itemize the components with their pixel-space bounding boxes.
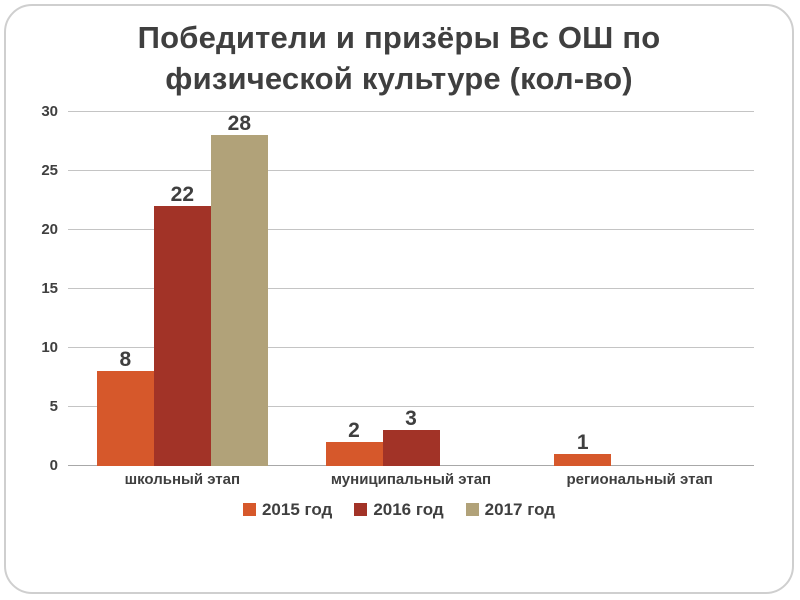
y-tick-label: 15 <box>41 279 58 297</box>
y-tick-label: 25 <box>41 161 58 179</box>
bar-slot: 3 <box>382 112 440 466</box>
legend: 2015 год 2016 год 2017 год <box>6 500 792 520</box>
bar-value-label: 28 <box>227 112 251 136</box>
legend-swatch-icon <box>242 503 256 517</box>
y-tick-label: 20 <box>41 220 58 238</box>
bar-series-2016 <box>153 206 211 466</box>
bar-slot <box>611 112 668 466</box>
legend-label: 2015 год <box>261 499 333 519</box>
x-axis-labels: школьный этап муниципальный этап региональ… <box>68 471 754 488</box>
chart-title-line-2: физической культуре (кол-во) <box>165 60 633 96</box>
bar-value-label: 22 <box>170 183 194 207</box>
chart-title: Победители и призёры Вс ОШ по физической… <box>6 6 792 100</box>
bar-value-label: 1 <box>576 431 589 455</box>
legend-item: 2017 год <box>465 499 556 520</box>
bar-series-2017 <box>210 135 268 466</box>
legend-item: 2016 год <box>354 499 444 520</box>
bar-series-2015 <box>96 371 154 466</box>
bar-value-label: 3 <box>405 407 417 431</box>
gridline <box>68 110 754 112</box>
bar-slot: 28 <box>210 112 268 466</box>
plot-area: 8 22 28 2 3 1 <box>68 110 754 466</box>
y-axis: 0 5 10 15 20 25 30 <box>20 103 68 474</box>
bar-value-label: 8 <box>119 348 132 372</box>
gridline <box>68 228 754 230</box>
y-tick-label: 30 <box>41 102 58 120</box>
bar-slot <box>440 112 497 466</box>
y-tick-label: 10 <box>41 338 58 356</box>
bar-slot: 1 <box>554 112 612 466</box>
gridline <box>68 169 754 171</box>
bar-series-2015 <box>554 454 612 466</box>
bar-group: 8 22 28 <box>68 112 297 466</box>
bar-series-2015 <box>325 442 383 466</box>
gridline <box>68 405 754 407</box>
legend-label: 2017 год <box>484 499 556 519</box>
category-label: региональный этап <box>566 470 713 488</box>
legend-swatch-icon <box>354 503 368 517</box>
legend-swatch-icon <box>465 503 479 517</box>
bar-slot <box>668 112 725 466</box>
bar-group: 1 <box>525 112 754 466</box>
bar-slot: 8 <box>96 112 154 466</box>
category-label: школьный этап <box>124 470 241 488</box>
category-label: муниципальный этап <box>330 470 492 488</box>
legend-item: 2015 год <box>242 499 333 520</box>
bar-value-label: 2 <box>348 419 360 443</box>
gridline <box>68 287 754 289</box>
bar-slot: 2 <box>325 112 383 466</box>
y-tick-label: 0 <box>49 456 58 474</box>
chart-title-line-1: Победители и призёры Вс ОШ по <box>137 20 661 55</box>
legend-label: 2016 год <box>373 499 444 519</box>
bar-slot: 22 <box>153 112 211 466</box>
y-tick-label: 5 <box>49 397 58 415</box>
bar-chart: 0 5 10 15 20 25 30 8 22 28 2 3 1 <box>20 103 754 474</box>
bar-series-2016 <box>382 430 440 466</box>
gridline <box>68 346 754 348</box>
presentation-slide: Победители и призёры Вс ОШ по физической… <box>4 4 794 594</box>
